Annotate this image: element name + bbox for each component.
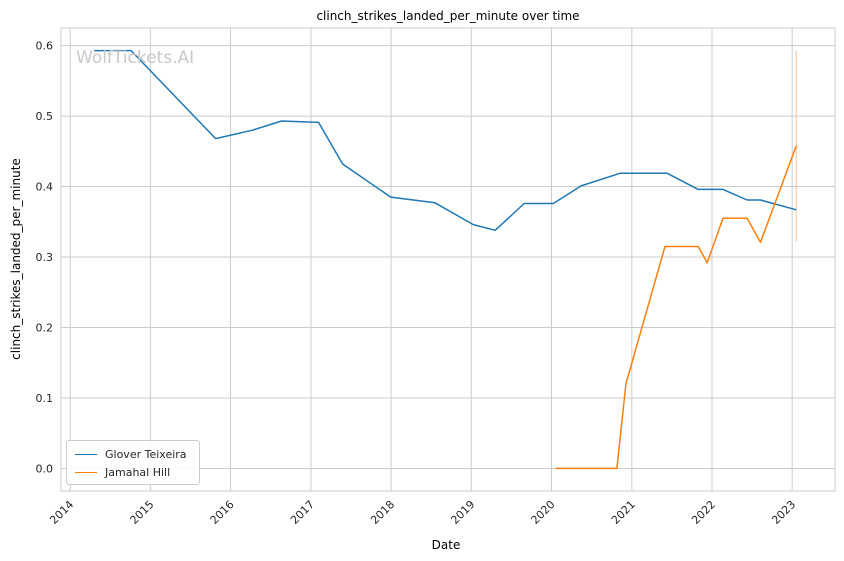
watermark: WolfTickets.AI xyxy=(76,48,195,68)
x-tick-label: 2023 xyxy=(769,498,798,527)
y-tick-label: 0.1 xyxy=(36,392,54,405)
series-line-1 xyxy=(555,145,798,470)
x-tick-label: 2020 xyxy=(529,498,558,527)
legend-item-1: Jamahal Hill xyxy=(75,464,170,480)
y-tick-label: 0.4 xyxy=(36,181,54,194)
legend-label-1: Jamahal Hill xyxy=(105,465,171,479)
legend-swatch-0 xyxy=(75,453,97,455)
legend: Glover Teixeira Jamahal Hill xyxy=(66,440,200,485)
series-line-0 xyxy=(94,49,797,232)
x-tick-labels: 2014 2015 2016 2017 2018 2019 2020 2021 2022 2023 xyxy=(47,498,798,527)
chart-title: clinch_strikes_landed_per_minute over ti… xyxy=(316,9,579,23)
x-tick-label: 2019 xyxy=(448,498,477,527)
x-tick-label: 2018 xyxy=(368,498,397,527)
legend-item-0: Glover Teixeira xyxy=(75,446,187,462)
x-tick-label: 2015 xyxy=(128,498,157,527)
x-tick-label: 2021 xyxy=(609,498,638,527)
y-tick-label: 0.2 xyxy=(36,322,54,335)
x-tick-label: 2022 xyxy=(689,498,718,527)
y-tick-labels: 0.0 0.1 0.2 0.3 0.4 0.5 0.6 xyxy=(36,40,54,476)
y-tick-label: 0.5 xyxy=(36,110,54,123)
x-tick-label: 2016 xyxy=(208,498,237,527)
x-axis-label: Date xyxy=(432,538,461,552)
series-lines xyxy=(94,49,798,470)
y-tick-label: 0.3 xyxy=(36,251,54,264)
x-tick-label: 2014 xyxy=(47,498,76,527)
x-tick-label: 2017 xyxy=(288,498,317,527)
legend-label-0: Glover Teixeira xyxy=(105,447,187,461)
y-tick-label: 0.0 xyxy=(36,462,54,475)
y-tick-label: 0.6 xyxy=(36,40,54,53)
legend-swatch-1 xyxy=(75,471,97,473)
y-axis-label: clinch_strikes_landed_per_minute xyxy=(9,158,23,360)
grid xyxy=(61,28,835,491)
